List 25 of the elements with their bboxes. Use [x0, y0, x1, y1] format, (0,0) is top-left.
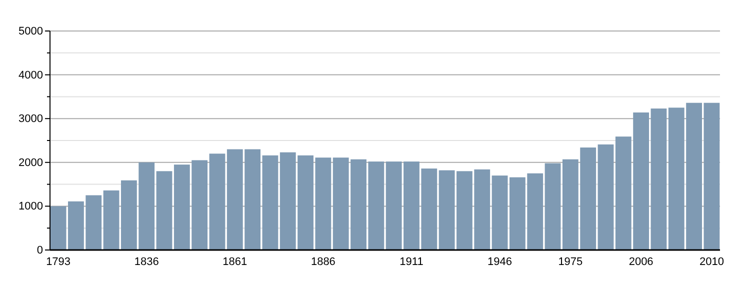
bar: [209, 154, 226, 250]
bar: [262, 155, 278, 250]
x-tick-label: 1911: [400, 256, 424, 268]
x-tick-label: 1946: [488, 256, 512, 268]
x-tick-label: 1861: [222, 256, 248, 268]
y-tick-label: 3000: [18, 113, 43, 126]
x-tick-label: 2006: [628, 256, 654, 268]
x-tick-label: 1793: [46, 256, 71, 268]
bar: [650, 108, 667, 250]
x-tick-label: 1886: [310, 256, 336, 268]
bar: [704, 102, 720, 250]
bar: [598, 144, 614, 250]
y-tick-label: 1000: [18, 200, 43, 213]
x-tick-label: 2010: [699, 256, 724, 268]
bar: [50, 206, 66, 250]
bar: [103, 190, 120, 250]
y-tick-label: 0: [36, 244, 43, 257]
bar: [492, 176, 508, 250]
x-tick-label: 1975: [558, 256, 583, 268]
y-tick-label: 2000: [18, 156, 43, 169]
bar: [544, 163, 561, 250]
bar: [156, 171, 172, 250]
x-tick-label: 1836: [134, 256, 159, 268]
y-tick-label: 4000: [18, 69, 43, 82]
y-tick-label: 5000: [18, 26, 43, 38]
